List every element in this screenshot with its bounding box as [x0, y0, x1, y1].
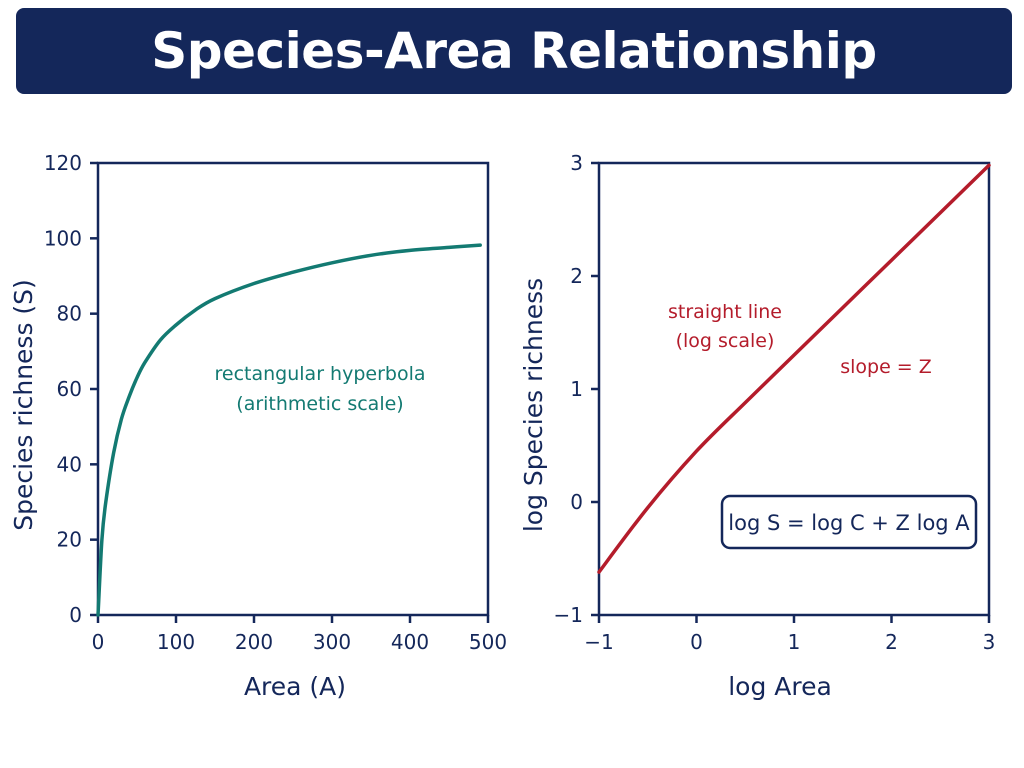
equation-box — [720, 494, 978, 550]
x-tick-label: 100 — [157, 630, 195, 654]
x-tick-label: 300 — [313, 630, 351, 654]
y-tick-label: 40 — [57, 452, 82, 476]
y-tick-label: −1 — [554, 603, 583, 627]
chart1-annotation-line1: rectangular hyperbola — [215, 363, 426, 385]
chart1-y-axis-title: Species richness (S) — [9, 279, 38, 531]
chart2-annotation-line1: straight line — [668, 301, 782, 323]
chart1-annotation-line2: (arithmetic scale) — [236, 393, 403, 415]
chart2-x-ticks: −1 0 1 2 3 — [584, 615, 995, 654]
chart2-y-ticks: −1 0 1 2 3 — [554, 151, 599, 627]
x-tick-label: 200 — [235, 630, 273, 654]
y-tick-label: 2 — [570, 264, 583, 288]
arithmetic-chart: 0 100 200 300 400 500 0 20 40 60 80 100 120 rectang… — [9, 151, 507, 701]
chart2-x-axis-title: log Area — [728, 672, 832, 701]
x-tick-label: −1 — [584, 630, 613, 654]
x-tick-label: 400 — [391, 630, 429, 654]
chart2-slope-label: slope = Z — [840, 356, 932, 378]
chart1-series-line — [96, 243, 482, 617]
x-tick-label: 3 — [983, 630, 996, 654]
chart1-frame — [96, 161, 490, 617]
chart1-x-axis-title: Area (A) — [244, 672, 346, 701]
x-tick-label: 2 — [885, 630, 898, 654]
chart2-series-line — [597, 163, 991, 574]
chart2-annotation-line2: (log scale) — [676, 330, 775, 352]
x-tick-label: 0 — [690, 630, 703, 654]
chart1-y-ticks: 0 20 40 60 80 100 120 — [44, 151, 98, 627]
y-tick-label: 100 — [44, 226, 82, 250]
x-tick-label: 500 — [469, 630, 507, 654]
title-banner: Species-Area Relationship — [16, 8, 1012, 94]
x-tick-label: 0 — [92, 630, 105, 654]
chart1-x-ticks: 0 100 200 300 400 500 — [92, 615, 507, 654]
y-tick-label: 0 — [69, 603, 82, 627]
y-tick-label: 3 — [570, 151, 583, 175]
x-tick-label: 1 — [788, 630, 801, 654]
y-tick-label: 20 — [57, 528, 82, 552]
y-tick-label: 1 — [570, 377, 583, 401]
y-tick-label: 80 — [57, 302, 82, 326]
y-tick-label: 120 — [44, 151, 82, 175]
equation-text: log S = log C + Z log A — [728, 511, 970, 535]
y-tick-label: 0 — [570, 490, 583, 514]
page-title: Species-Area Relationship — [151, 22, 877, 80]
chart2-y-axis-title: log Species richness — [519, 278, 548, 532]
y-tick-label: 60 — [57, 377, 82, 401]
